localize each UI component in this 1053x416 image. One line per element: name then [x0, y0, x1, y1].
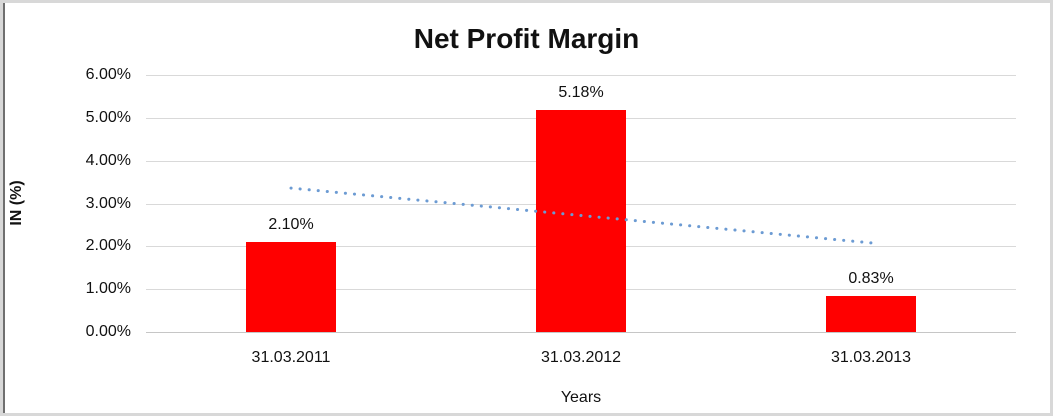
gridline [146, 75, 1016, 76]
y-tick-label: 3.00% [85, 194, 131, 212]
x-axis-line [146, 332, 1016, 333]
y-tick-label: 1.00% [85, 280, 131, 298]
bar-31.03.2012 [536, 110, 626, 332]
bar-31.03.2011 [246, 242, 336, 332]
chart-border-left [3, 3, 5, 413]
x-tick-label-31.03.2013: 31.03.2013 [830, 349, 912, 366]
y-tick-label: 5.00% [85, 108, 131, 126]
x-tick-label-31.03.2011: 31.03.2011 [251, 349, 331, 366]
data-label-31.03.2012: 5.18% [558, 84, 604, 102]
data-label-31.03.2013: 0.83% [848, 270, 894, 288]
y-tick-label: 4.00% [85, 151, 131, 169]
bar-31.03.2013 [826, 296, 916, 332]
y-tick-label: 2.00% [85, 237, 131, 255]
x-axis-title: Years [560, 389, 602, 406]
chart-title: Net Profit Margin [413, 23, 640, 54]
y-tick-label: 6.00% [85, 66, 131, 83]
x-tick-label-31.03.2012: 31.03.2012 [540, 349, 622, 366]
data-label-31.03.2011: 2.10% [268, 216, 314, 234]
y-tick-label: 0.00% [85, 323, 131, 340]
